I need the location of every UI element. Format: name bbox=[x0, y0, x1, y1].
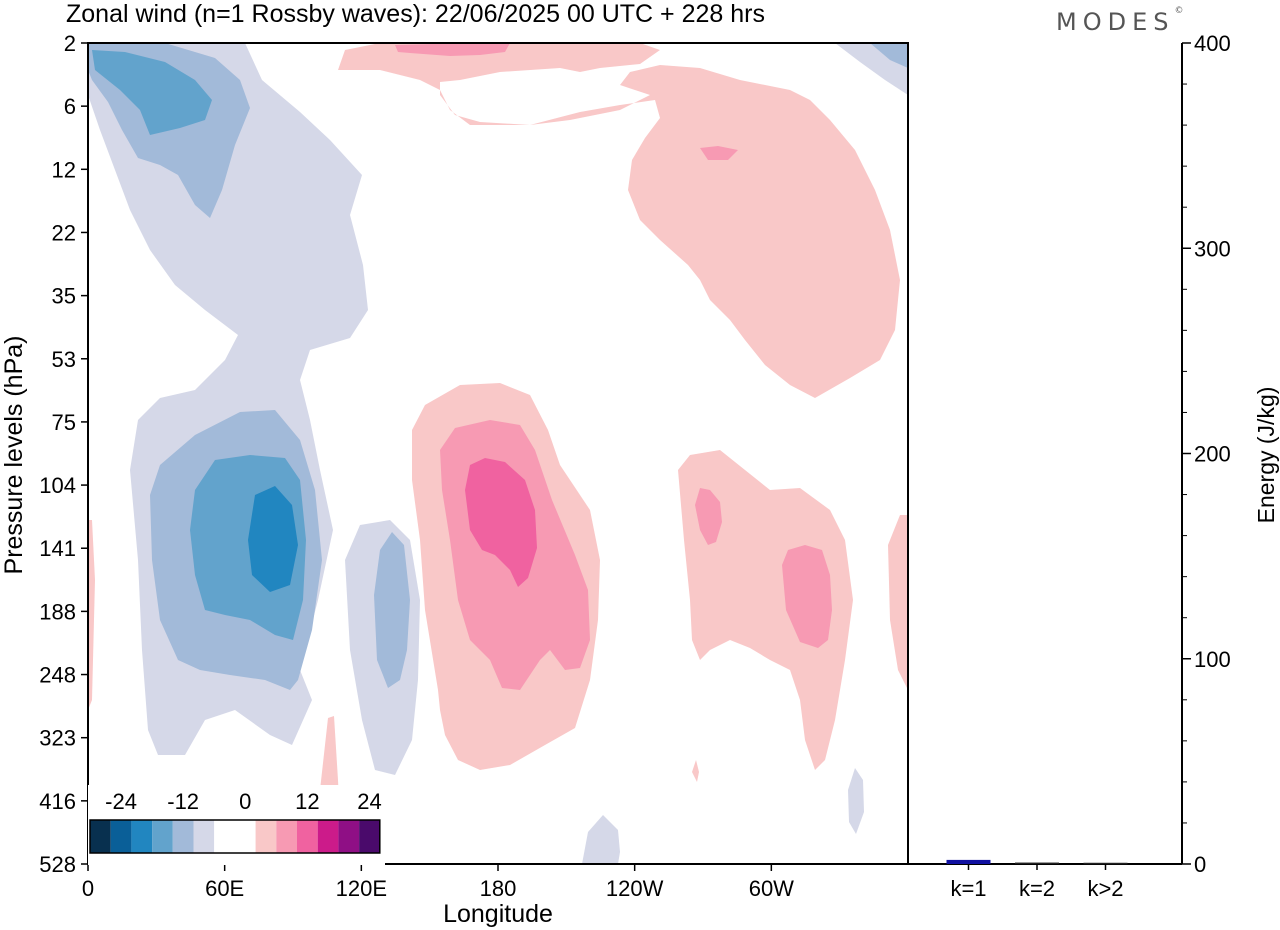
x-tick-label: 120E bbox=[336, 876, 387, 901]
colorbar-swatches bbox=[89, 819, 381, 854]
colorbar-swatch bbox=[297, 820, 318, 853]
chart-title: Zonal wind (n=1 Rossby waves): 22/06/202… bbox=[66, 0, 765, 28]
colorbar-swatch bbox=[152, 820, 173, 853]
energy-category-label: k=1 bbox=[950, 876, 986, 901]
y-tick-label: 188 bbox=[39, 599, 76, 624]
energy-axis-label: Energy (J/kg) bbox=[1253, 387, 1279, 524]
energy-bars bbox=[946, 859, 1128, 865]
contour-pos-2 bbox=[695, 488, 722, 545]
energy-category-label: k>2 bbox=[1087, 876, 1123, 901]
colorbar-label: 0 bbox=[239, 789, 251, 814]
y-tick-label: 248 bbox=[39, 663, 76, 688]
x-tick-label: 180 bbox=[480, 876, 517, 901]
contour-pos-1 bbox=[338, 43, 900, 398]
x-tick-label: 0 bbox=[82, 876, 94, 901]
colorbar-label: 12 bbox=[295, 789, 319, 814]
colorbar-swatch bbox=[317, 820, 339, 853]
y-tick-label: 323 bbox=[39, 726, 76, 751]
colorbar-swatch bbox=[131, 820, 153, 853]
x-tick-label: 60W bbox=[749, 876, 794, 901]
energy-bar bbox=[1083, 862, 1128, 865]
contour-pos-2 bbox=[700, 146, 738, 160]
colorbar-label: -24 bbox=[105, 789, 137, 814]
colorbar-swatch bbox=[338, 820, 360, 853]
y-tick-label: 2 bbox=[64, 31, 76, 56]
colorbar-swatch bbox=[110, 820, 132, 853]
brand-logo: MODES© bbox=[1056, 6, 1184, 36]
colorbar-label: 24 bbox=[357, 789, 381, 814]
x-axis-label: Longitude bbox=[443, 900, 553, 928]
contour-pos-1 bbox=[888, 515, 908, 690]
y-tick-label: 75 bbox=[52, 410, 76, 435]
y-tick-label: 104 bbox=[39, 473, 76, 498]
energy-categories: k=1 k=2 k>2 bbox=[950, 864, 1124, 901]
energy-tick-label: 300 bbox=[1194, 236, 1231, 261]
colorbar-swatch bbox=[234, 820, 256, 853]
energy-tick-label: 400 bbox=[1194, 31, 1231, 56]
energy-y-axis: 0 100 200 300 400 bbox=[1182, 31, 1231, 877]
x-tick-label: 120W bbox=[606, 876, 664, 901]
energy-tick-label: 0 bbox=[1194, 852, 1206, 877]
contour-pos-1 bbox=[88, 520, 95, 710]
energy-category-label: k=2 bbox=[1019, 876, 1055, 901]
y-tick-label: 53 bbox=[52, 347, 76, 372]
colorbar-label: -12 bbox=[167, 789, 199, 814]
colorbar-swatch bbox=[359, 820, 380, 853]
contour-pos-2 bbox=[782, 545, 832, 648]
colorbar-labels: -24 -12 0 12 24 bbox=[105, 789, 382, 814]
energy-bar bbox=[946, 859, 991, 864]
contour-neg-1 bbox=[582, 815, 620, 864]
colorbar-swatch bbox=[276, 820, 297, 853]
y-tick-label: 35 bbox=[52, 284, 76, 309]
colorbar-swatch bbox=[193, 820, 215, 853]
y-tick-label: 141 bbox=[39, 536, 76, 561]
brand-mark: © bbox=[1174, 6, 1184, 16]
y-tick-label: 12 bbox=[52, 157, 76, 182]
contour-pos-1 bbox=[678, 450, 853, 770]
y-axis: 2 6 12 22 35 53 75 104 141 188 248 323 416 528 bbox=[39, 31, 88, 877]
energy-bar-chart: 0 100 200 300 400 k=1 k=2 k>2 Energy (J/kg) bbox=[908, 31, 1279, 901]
colorbar-swatch bbox=[214, 820, 235, 853]
x-axis: 0 60E 120E 180 120W 60W bbox=[82, 864, 794, 901]
contour-neg-1 bbox=[848, 768, 864, 834]
brand-name: MODES bbox=[1056, 8, 1175, 36]
energy-bar bbox=[1015, 862, 1059, 865]
energy-tick-label: 200 bbox=[1194, 442, 1231, 467]
contour-neg-2 bbox=[374, 532, 410, 688]
x-tick-label: 60E bbox=[205, 876, 244, 901]
contour-neg-4 bbox=[248, 486, 298, 592]
contour-pos-1 bbox=[692, 760, 699, 782]
contour-neg-2 bbox=[870, 43, 908, 68]
y-tick-label: 6 bbox=[64, 94, 76, 119]
colorbar-swatch bbox=[90, 820, 111, 853]
y-tick-label: 416 bbox=[39, 789, 76, 814]
energy-tick-label: 100 bbox=[1194, 647, 1231, 672]
y-axis-label: Pressure levels (hPa) bbox=[0, 336, 28, 575]
contour-pos-3 bbox=[465, 458, 537, 587]
colorbar-legend: -24 -12 0 12 24 bbox=[88, 785, 385, 865]
contour-neg-3 bbox=[92, 50, 212, 135]
contour-pos-2 bbox=[395, 43, 510, 56]
colorbar-swatch bbox=[172, 820, 194, 853]
colorbar-swatch bbox=[255, 820, 277, 853]
y-tick-label: 22 bbox=[52, 220, 76, 245]
contour-field bbox=[88, 43, 908, 864]
y-tick-label: 528 bbox=[39, 852, 76, 877]
colorbar-frame bbox=[89, 819, 381, 854]
